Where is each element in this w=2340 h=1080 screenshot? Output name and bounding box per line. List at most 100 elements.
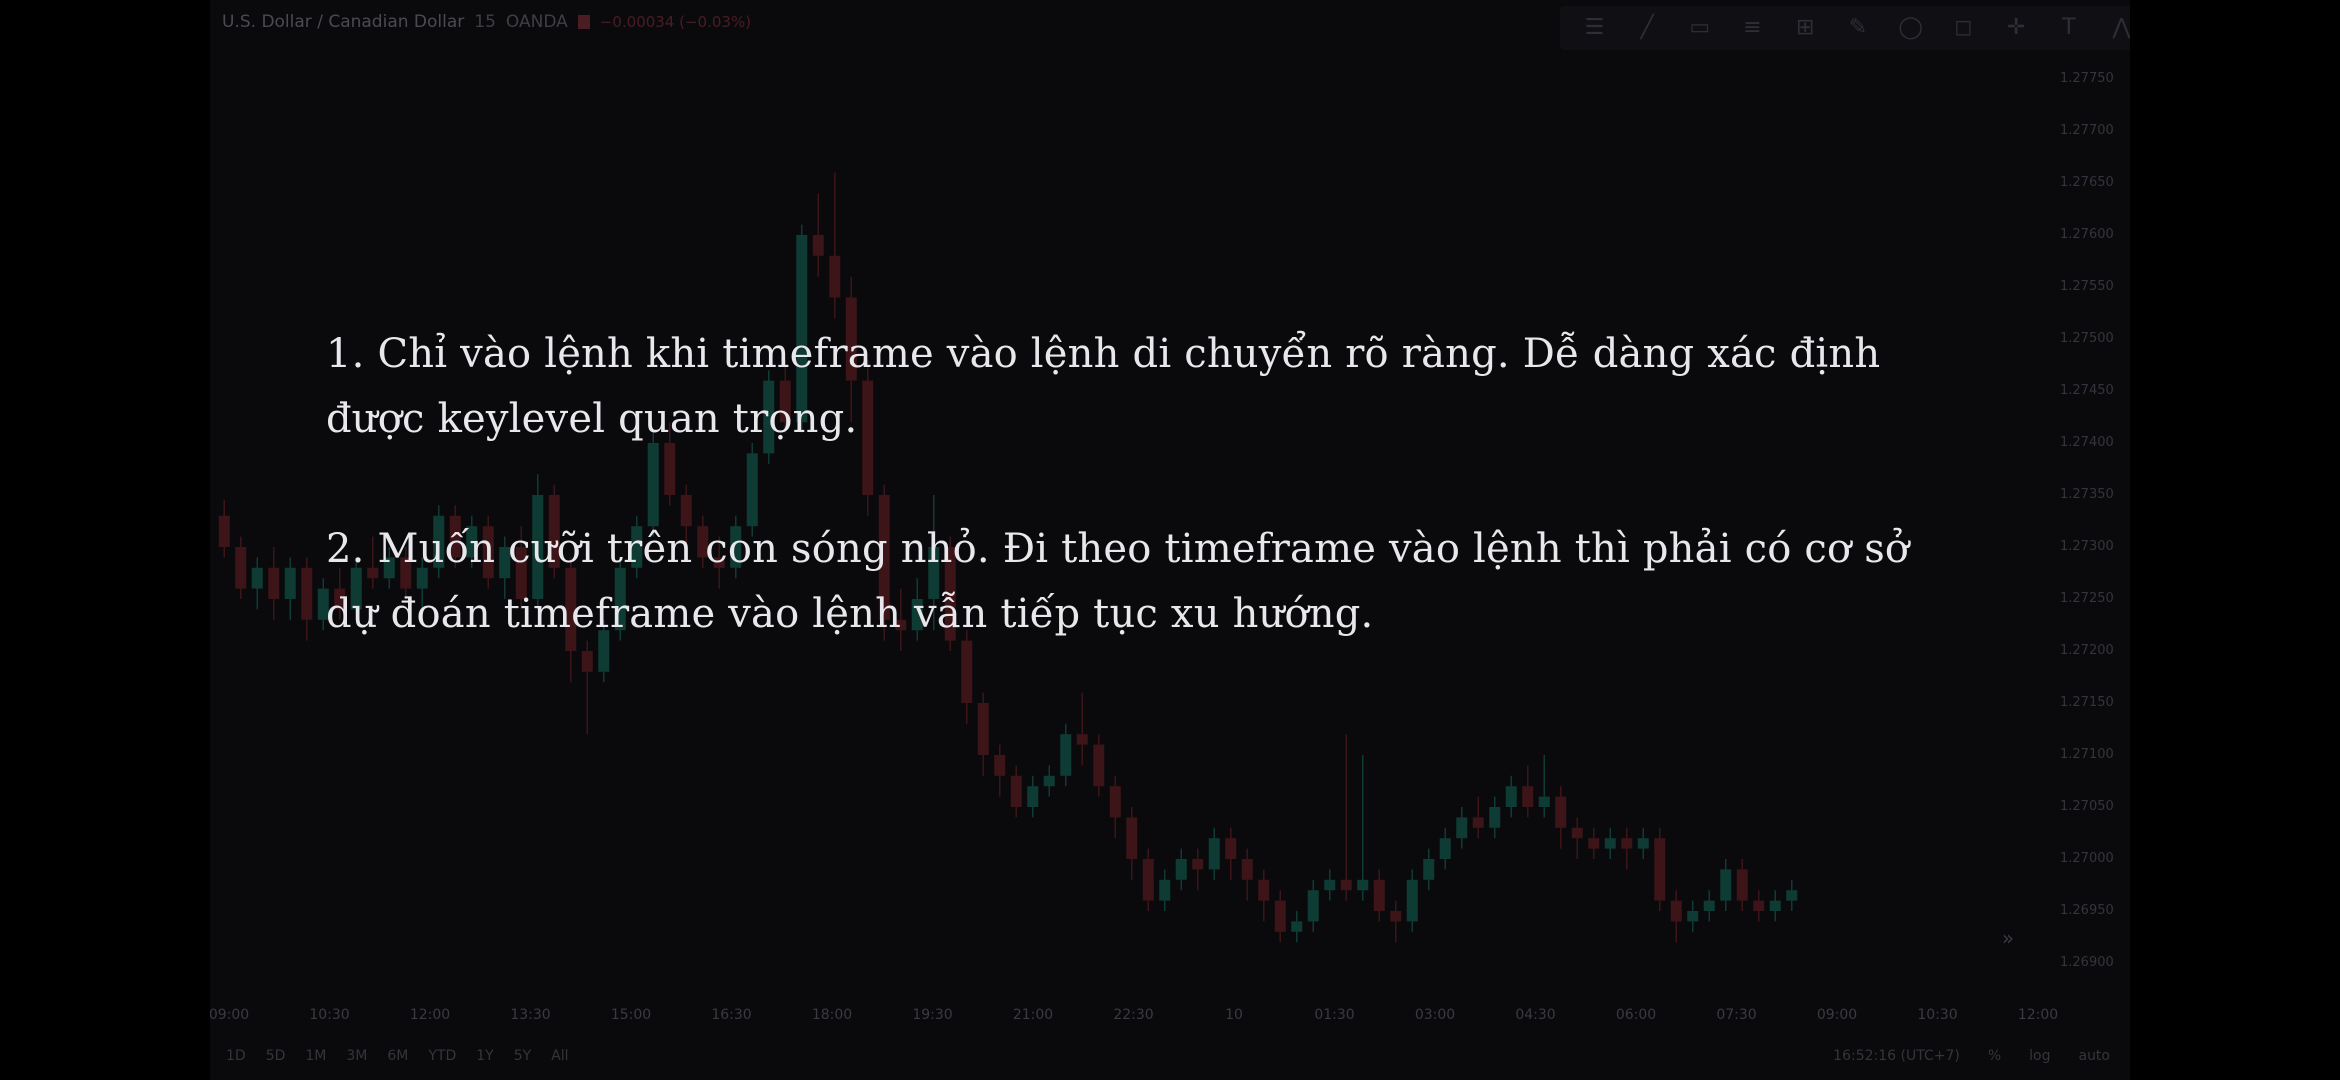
candle-down	[268, 567, 280, 599]
pattern-icon[interactable]: ⋀	[2112, 15, 2130, 40]
caption-line-4: dự đoán timeframe vào lệnh vẫn tiếp tục …	[326, 591, 1374, 637]
trend-line-icon[interactable]: ╱	[1640, 15, 1654, 40]
candle-up	[1720, 869, 1732, 901]
candle-up	[1043, 775, 1055, 787]
time-tick-label: 01:30	[1314, 1007, 1355, 1023]
candle-up	[1489, 807, 1501, 828]
range-selector: 1D 5D 1M 3M 6M YTD 1Y 5Y All	[226, 1048, 569, 1064]
candle-down	[829, 255, 841, 298]
candle-up	[350, 567, 362, 610]
range-button[interactable]: 6M	[387, 1048, 409, 1064]
price-change: −0.00034 (−0.03%)	[599, 13, 752, 31]
symbol-name[interactable]: U.S. Dollar / Canadian Dollar	[222, 12, 465, 32]
time-tick-label: 22:30	[1113, 1007, 1154, 1023]
candle-up	[532, 495, 544, 599]
range-button[interactable]: 1M	[305, 1048, 327, 1064]
price-tick-label: 1.27300	[2060, 539, 2114, 554]
candle-down	[1340, 879, 1352, 891]
caption-line-2: được keylevel quan trọng.	[326, 396, 858, 442]
candle-up	[598, 630, 610, 672]
candle-down	[400, 557, 412, 589]
chart-frame[interactable]: U.S. Dollar / Canadian Dollar 15 OANDA −…	[210, 0, 2130, 1080]
candle-down	[235, 547, 247, 589]
time-tick-label: 15:00	[610, 1007, 652, 1023]
candle-down	[994, 755, 1006, 776]
candle-down	[1588, 838, 1600, 849]
time-tick-label: 13:30	[510, 1007, 551, 1023]
brush-icon[interactable]: ✎	[1848, 15, 1868, 40]
candle-down	[713, 557, 725, 568]
range-button[interactable]: YTD	[428, 1048, 457, 1064]
scroll-to-realtime-icon[interactable]: »	[2001, 926, 2015, 950]
candle-down	[581, 651, 593, 672]
time-tick-label: 06:00	[1615, 1007, 1657, 1023]
candle-up	[1703, 900, 1715, 911]
candle-down	[1654, 838, 1666, 901]
candle-up	[1208, 838, 1220, 870]
log-toggle[interactable]: log	[2029, 1048, 2051, 1064]
candle-up	[746, 453, 758, 527]
percent-toggle[interactable]: %	[1987, 1048, 2002, 1064]
candle-down	[334, 588, 346, 610]
crosshair-icon[interactable]: ✛	[2006, 15, 2026, 40]
price-tick-label: 1.26950	[2060, 903, 2114, 918]
candle-up	[1687, 911, 1699, 922]
clock-label[interactable]: 16:52:16 (UTC+7)	[1833, 1048, 1960, 1064]
gann-icon[interactable]: ⊞	[1796, 15, 1815, 40]
candle-up	[1175, 859, 1187, 880]
range-button[interactable]: 5Y	[513, 1048, 532, 1064]
candle-down	[515, 547, 527, 599]
exchange-label: OANDA	[505, 12, 568, 32]
candle-down	[1472, 817, 1484, 828]
candle-down	[548, 495, 560, 568]
ellipse-icon[interactable]: ◯	[1898, 15, 1923, 40]
price-tick-label: 1.27000	[2060, 851, 2114, 866]
time-tick-label: 09:00	[210, 1007, 250, 1023]
candle-up	[1786, 890, 1798, 901]
candle-up	[647, 443, 659, 527]
candle-down	[944, 547, 956, 641]
candle-down	[218, 515, 230, 547]
time-tick-label: 12:00	[409, 1007, 451, 1023]
candle-up	[251, 567, 263, 589]
auto-toggle[interactable]: auto	[2078, 1048, 2110, 1064]
time-tick-label: 10	[1225, 1007, 1243, 1023]
candle-up	[763, 380, 775, 454]
range-button[interactable]: 1D	[226, 1048, 246, 1064]
candle-up	[1027, 786, 1039, 807]
candle-up	[1538, 796, 1550, 807]
candle-up	[1060, 734, 1072, 776]
interval-label[interactable]: 15	[474, 12, 496, 32]
candle-down	[1522, 786, 1534, 807]
price-chart[interactable]	[210, 0, 2130, 1000]
drawing-toolbar: ☰ ╱ ▭ ≡ ⊞ ✎ ◯ ◻ ✛ T ⋀	[1560, 6, 2130, 50]
candle-up	[1439, 838, 1451, 859]
menu-icon[interactable]: ☰	[1584, 15, 1605, 40]
fib-icon[interactable]: ≡	[1743, 15, 1762, 40]
candle-down	[697, 526, 709, 558]
rectangle-icon[interactable]: ▭	[1689, 15, 1711, 40]
range-button[interactable]: 1Y	[476, 1048, 494, 1064]
candle-down	[862, 380, 874, 495]
candle-up	[796, 235, 808, 423]
candle-down	[1010, 775, 1022, 807]
candle-down	[565, 567, 577, 651]
candle-up	[1357, 879, 1369, 891]
range-button[interactable]: 3M	[346, 1048, 368, 1064]
price-tick-label: 1.27400	[2060, 435, 2114, 450]
price-tick-label: 1.27150	[2060, 695, 2114, 710]
time-tick-label: 10:30	[1917, 1007, 1958, 1023]
candle-down	[1670, 900, 1682, 922]
price-tick-label: 1.27600	[2060, 227, 2114, 242]
text-icon[interactable]: T	[2062, 15, 2076, 40]
time-tick-label: 09:00	[1816, 1007, 1858, 1023]
callout-icon[interactable]: ◻	[1954, 15, 1973, 40]
candle-down	[878, 495, 890, 620]
price-tick-label: 1.27650	[2060, 175, 2114, 190]
range-button[interactable]: All	[551, 1048, 569, 1064]
range-button[interactable]: 5D	[265, 1048, 286, 1064]
candle-up	[1769, 900, 1781, 911]
price-tick-label: 1.27050	[2060, 799, 2114, 814]
candle-down	[1390, 911, 1402, 922]
candle-down	[1736, 869, 1748, 901]
